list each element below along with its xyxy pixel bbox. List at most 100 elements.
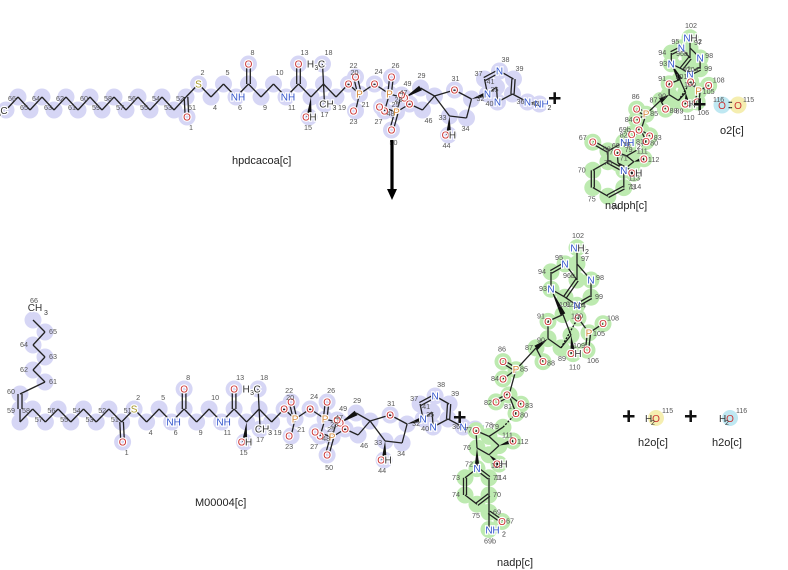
svg-text:9: 9 [199,428,203,437]
svg-text:46: 46 [360,441,368,450]
svg-text:94: 94 [538,267,546,276]
svg-text:5: 5 [161,393,165,402]
svg-text:3: 3 [333,105,337,112]
svg-text:42: 42 [532,99,540,108]
svg-text:17: 17 [256,435,264,444]
svg-text:53: 53 [164,103,172,112]
svg-text:109: 109 [573,341,585,350]
svg-text:O: O [388,73,396,84]
svg-text:O: O [180,385,188,396]
svg-text:100: 100 [571,311,583,320]
svg-text:H: H [384,456,391,467]
svg-text:55: 55 [140,103,148,112]
svg-text:41: 41 [487,77,495,86]
svg-text:36: 36 [517,97,525,106]
svg-text:O: O [119,438,127,449]
svg-text:50: 50 [325,463,333,472]
svg-text:31: 31 [452,74,460,83]
svg-text:105: 105 [593,329,605,338]
svg-text:100: 100 [684,80,696,89]
svg-text:NH: NH [281,93,295,104]
svg-text:O: O [662,105,670,116]
svg-text:53: 53 [86,415,94,424]
svg-text:24: 24 [375,67,383,76]
svg-text:24: 24 [310,392,318,401]
svg-text:O: O [311,428,319,439]
svg-text:O: O [734,101,742,112]
svg-text:15: 15 [240,448,248,457]
svg-text:22: 22 [350,61,358,70]
svg-text:23: 23 [350,117,358,126]
svg-text:13: 13 [236,373,244,382]
svg-text:H: H [309,113,316,124]
svg-text:O: O [388,126,396,137]
svg-text:33: 33 [439,113,447,122]
svg-text:61: 61 [68,103,76,112]
svg-text:S: S [195,80,202,91]
svg-text:N: N [429,423,436,434]
svg-text:59: 59 [7,406,15,415]
svg-text:32: 32 [477,94,485,103]
svg-text:82: 82 [484,398,492,407]
svg-text:56: 56 [47,406,55,415]
svg-text:O: O [341,425,349,436]
svg-text:4: 4 [149,428,153,437]
svg-text:70: 70 [578,165,586,174]
svg-text:2: 2 [136,393,140,402]
svg-text:O: O [386,411,394,422]
svg-text:76: 76 [604,158,612,167]
svg-text:11: 11 [224,428,231,437]
svg-text:19: 19 [274,428,282,437]
svg-text:96b: 96b [676,49,688,58]
svg-text:83: 83 [525,401,533,410]
svg-text:78: 78 [623,140,631,149]
svg-text:1: 1 [189,123,193,132]
svg-text:11: 11 [288,103,295,112]
svg-text:S: S [131,405,138,416]
svg-text:P: P [513,365,520,376]
svg-text:116: 116 [713,97,724,104]
svg-text:O: O [406,100,414,111]
svg-text:32: 32 [412,419,420,428]
svg-text:13: 13 [301,48,309,57]
svg-text:73: 73 [628,183,636,192]
svg-text:62: 62 [20,365,28,374]
svg-text:O: O [633,105,641,116]
svg-text:62: 62 [56,94,64,103]
svg-text:19: 19 [338,103,346,112]
svg-text:72: 72 [465,460,473,469]
svg-text:37: 37 [410,394,418,403]
svg-text:60: 60 [80,94,88,103]
svg-text:O: O [230,385,238,396]
svg-text:8: 8 [251,48,255,57]
svg-text:93: 93 [659,59,667,68]
svg-text:97: 97 [581,254,589,263]
svg-text:86: 86 [498,345,506,354]
svg-text:116: 116 [736,408,747,415]
svg-text:74: 74 [452,490,460,499]
svg-text:N: N [696,54,703,65]
svg-text:67: 67 [579,133,587,142]
svg-text:81: 81 [636,137,644,146]
svg-text:54: 54 [152,94,160,103]
svg-text:48: 48 [387,109,395,118]
svg-text:65: 65 [20,103,28,112]
svg-text:40: 40 [421,424,429,433]
svg-text:O: O [350,107,358,118]
svg-text:O: O [323,451,331,462]
svg-text:47: 47 [335,413,343,422]
svg-text:CH: CH [319,100,333,111]
svg-text:O: O [512,409,520,420]
svg-text:H: H [577,243,584,254]
svg-text:H: H [242,385,249,396]
svg-text:8: 8 [186,373,190,382]
svg-text:51: 51 [188,103,196,112]
svg-text:99: 99 [595,292,603,301]
svg-text:18: 18 [260,373,268,382]
svg-text:44: 44 [443,141,451,150]
svg-text:113: 113 [629,173,640,182]
svg-text:115: 115 [662,408,673,415]
svg-text:N: N [485,526,492,537]
svg-text:N: N [587,276,594,287]
svg-text:N: N [494,98,501,109]
